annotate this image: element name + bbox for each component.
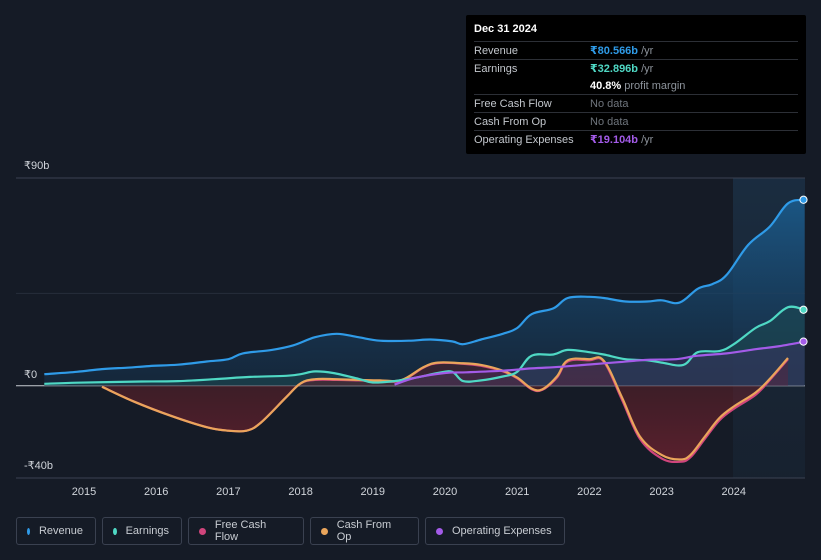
legend-item-free-cash-flow[interactable]: Free Cash Flow (188, 517, 304, 545)
chart-legend: Revenue Earnings Free Cash Flow Cash Fro… (16, 517, 571, 545)
legend-dot-icon (321, 527, 328, 535)
tooltip-value: ₹80.566b (590, 45, 639, 57)
legend-dot-icon (199, 527, 206, 535)
legend-item-revenue[interactable]: Revenue (16, 517, 96, 545)
x-tick-label: 2015 (72, 486, 96, 498)
revenue-endpoint (799, 195, 808, 204)
legend-label: Revenue (38, 525, 83, 537)
tooltip-suffix: /yr (638, 45, 654, 57)
legend-label: Operating Expenses (452, 525, 552, 537)
revenue-area (44, 199, 805, 386)
tooltip-label: Operating Expenses (474, 133, 574, 146)
x-tick-label: 2018 (288, 486, 312, 498)
revenue-line (44, 198, 805, 376)
x-tick-label: 2020 (433, 486, 457, 498)
y-tick-label-bottom: -₹40b (24, 460, 54, 472)
tooltip-row-free-cash-flow: Free Cash Flow No data (474, 94, 798, 112)
tooltip-label: Free Cash Flow (474, 97, 552, 110)
earnings-line (44, 305, 805, 385)
legend-label: Free Cash Flow (214, 519, 267, 543)
tooltip-suffix: /yr (638, 63, 654, 75)
x-tick-label: 2023 (649, 486, 673, 498)
operating-expenses-line (394, 340, 805, 386)
tooltip-suffix: profit margin (621, 79, 686, 92)
legend-dot-icon (113, 527, 117, 535)
tooltip-label: Earnings (474, 62, 518, 75)
operating-expenses-area (394, 341, 805, 386)
legend-item-earnings[interactable]: Earnings (102, 517, 182, 545)
tooltip-value: 40.8% (590, 79, 622, 92)
y-tick-label-zero: ₹0 (24, 369, 38, 381)
legend-item-cash-from-op[interactable]: Cash From Op (310, 517, 419, 545)
legend-label: Cash From Op (336, 519, 392, 543)
tooltip-suffix: No data (590, 97, 629, 110)
legend-dot-icon (27, 527, 30, 535)
legend-dot-icon (436, 527, 443, 535)
x-tick-label: 2022 (577, 486, 601, 498)
earnings-area (44, 306, 805, 386)
tooltip-row-earnings: Earnings ₹32.896b /yr (474, 59, 798, 77)
cash-from-op-area (102, 357, 788, 460)
operating-expenses-endpoint (799, 337, 808, 346)
tooltip-suffix: /yr (638, 134, 654, 146)
tooltip-date: Dec 31 2024 (474, 23, 537, 35)
x-tick-label: 2024 (722, 486, 746, 498)
tooltip-label: Revenue (474, 44, 519, 57)
tooltip-row-revenue: Revenue ₹80.566b /yr (474, 41, 798, 59)
x-tick-label: 2017 (216, 486, 240, 498)
legend-label: Earnings (125, 525, 169, 537)
tooltip-row-operating-expenses: Operating Expenses ₹19.104b /yr (474, 130, 798, 148)
tooltip-row-profit-margin: 40.8% profit margin (474, 77, 798, 94)
x-tick-label: 2016 (144, 486, 168, 498)
tooltip-row-cash-from-op: Cash From Op No data (474, 112, 798, 130)
tooltip-value: ₹19.104b (590, 134, 639, 146)
data-tooltip: Dec 31 2024 Revenue ₹80.566b /yr Earning… (466, 15, 806, 154)
tooltip-label: Cash From Op (474, 115, 547, 128)
x-tick-label: 2021 (505, 486, 529, 498)
legend-item-operating-expenses[interactable]: Operating Expenses (425, 517, 565, 545)
tooltip-value: ₹32.896b (590, 63, 639, 75)
y-tick-label-top: ₹90b (24, 160, 50, 172)
tooltip-suffix: No data (590, 115, 629, 128)
earnings-endpoint (799, 305, 808, 314)
x-tick-label: 2019 (361, 486, 385, 498)
